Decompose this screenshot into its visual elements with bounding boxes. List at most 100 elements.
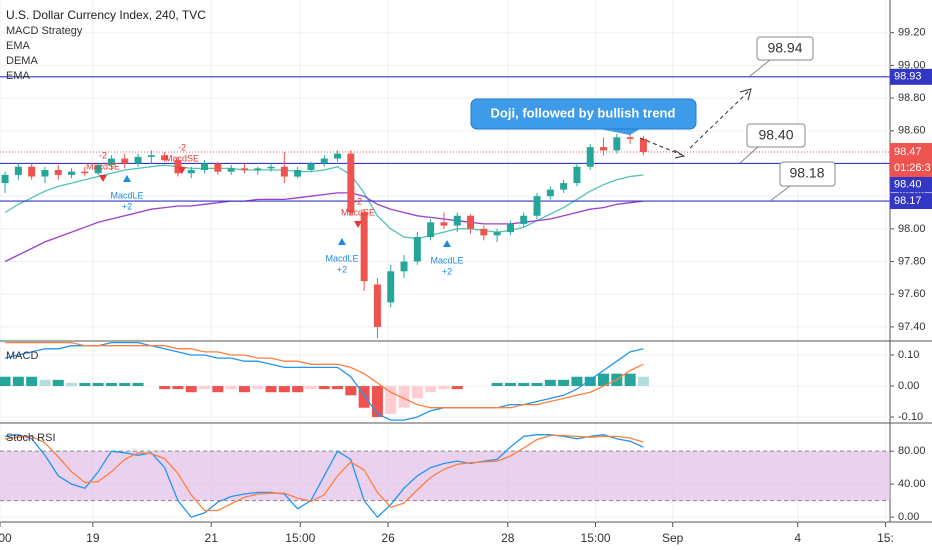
histogram-bar <box>451 386 463 390</box>
candle-body <box>613 137 621 151</box>
price-label: 98.40 <box>894 178 922 190</box>
candle-body <box>387 271 395 303</box>
histogram-bar <box>491 382 503 387</box>
price-label: 98.93 <box>894 71 922 83</box>
candle-body <box>81 171 89 174</box>
callout-pointer <box>739 146 759 164</box>
signal-qty: +2 <box>442 266 452 276</box>
doji-pointer <box>600 129 640 135</box>
x-tick-label: 4 <box>794 531 801 545</box>
signal-label: MacdSE <box>86 161 120 171</box>
histogram-bar <box>172 386 184 390</box>
indicator-line <box>4 192 644 263</box>
y-tick-label: 80.00 <box>898 445 926 457</box>
candle-body <box>440 222 448 226</box>
candle-body <box>413 237 421 262</box>
histogram-bar <box>105 382 117 387</box>
signal-qty: +2 <box>337 264 347 274</box>
signal-label: MacdLE <box>110 190 143 200</box>
histogram-bar <box>518 382 530 387</box>
band <box>0 451 890 501</box>
indicator-line <box>5 434 644 519</box>
histogram-bar <box>199 386 211 390</box>
doji-box <box>470 98 697 130</box>
candle-body <box>573 166 581 184</box>
callout-pointer <box>749 59 771 77</box>
indicator-line <box>5 434 644 512</box>
histogram-bar <box>212 386 224 393</box>
histogram-bar <box>558 379 570 387</box>
histogram-bar <box>358 386 370 408</box>
candle-body <box>533 196 541 216</box>
histogram-bar <box>238 386 250 393</box>
signal-label: MacdSE <box>341 207 375 217</box>
candle-body <box>54 170 62 175</box>
signal-qty: +2 <box>122 201 132 211</box>
histogram-bar <box>345 386 357 396</box>
histogram-bar <box>92 382 104 387</box>
y-tick-label: 97.80 <box>898 255 926 267</box>
candle-body <box>400 261 408 272</box>
histogram-bar <box>185 386 197 393</box>
y-tick-label: 98.60 <box>898 125 926 137</box>
y-tick-label: -0.10 <box>898 411 923 423</box>
legend-entry: MACD Strategy <box>6 25 83 37</box>
legend-entry: EMA <box>6 70 31 82</box>
y-tick-label: 98.80 <box>898 92 926 104</box>
candle-body <box>41 170 49 177</box>
pane-title: Stoch RSI <box>6 432 56 444</box>
candle-body <box>360 212 368 282</box>
histogram-bar <box>79 382 91 387</box>
x-tick-label: 21 <box>205 531 219 545</box>
histogram-bar <box>544 379 556 387</box>
candle-body <box>334 153 342 159</box>
candle-body <box>639 138 647 153</box>
histogram-bar <box>504 382 516 387</box>
histogram-bar <box>66 382 78 387</box>
histogram-bar <box>385 386 397 414</box>
countdown-label: 01:26:3 <box>894 162 931 174</box>
price-label: 98.17 <box>894 195 922 207</box>
callout-box <box>779 161 836 187</box>
histogram-bar <box>598 373 610 387</box>
candle-body <box>1 174 9 184</box>
candle-body <box>427 222 435 238</box>
signal-label: MacdLE <box>430 255 463 265</box>
candle-body <box>254 168 262 170</box>
candle-body <box>227 168 235 172</box>
histogram-bar <box>584 376 596 387</box>
candle-body <box>187 170 195 174</box>
y-tick-label: 40.00 <box>898 478 926 490</box>
legend-entry: DEMA <box>6 55 38 67</box>
candle-body <box>480 228 488 236</box>
histogram-bar <box>26 376 38 387</box>
candle-body <box>267 166 275 169</box>
signal-arrow <box>123 175 131 182</box>
histogram-bar <box>637 376 649 387</box>
price-label-box <box>890 193 932 210</box>
histogram-bar <box>571 376 583 387</box>
x-tick-label: Sep <box>662 531 684 545</box>
y-tick-label: 97.40 <box>898 321 926 333</box>
candle-body <box>94 165 102 174</box>
histogram-bar <box>318 386 330 390</box>
histogram-bar <box>278 386 290 393</box>
candle-body <box>546 189 554 197</box>
candle-body <box>280 166 288 177</box>
candle-body <box>600 147 608 151</box>
histogram-bar <box>119 382 131 387</box>
candle-body <box>214 163 222 172</box>
candle-body <box>626 137 634 139</box>
overlays: 98.9398.4098.1798.4701:26:3-2MacdSE-2Mac… <box>86 68 932 276</box>
candle-body <box>307 163 315 170</box>
candle-body <box>147 155 155 157</box>
chart-title: U.S. Dollar Currency Index, 240, TVC <box>6 8 206 22</box>
histogram-bar <box>39 379 51 387</box>
signal-qty: -2 <box>99 150 107 160</box>
y-tick-label: 98.00 <box>898 223 926 235</box>
x-tick-label: 28 <box>501 531 515 545</box>
marks <box>0 76 890 519</box>
candle-body <box>294 170 302 177</box>
x-tick-label: 15:00 <box>285 531 315 545</box>
